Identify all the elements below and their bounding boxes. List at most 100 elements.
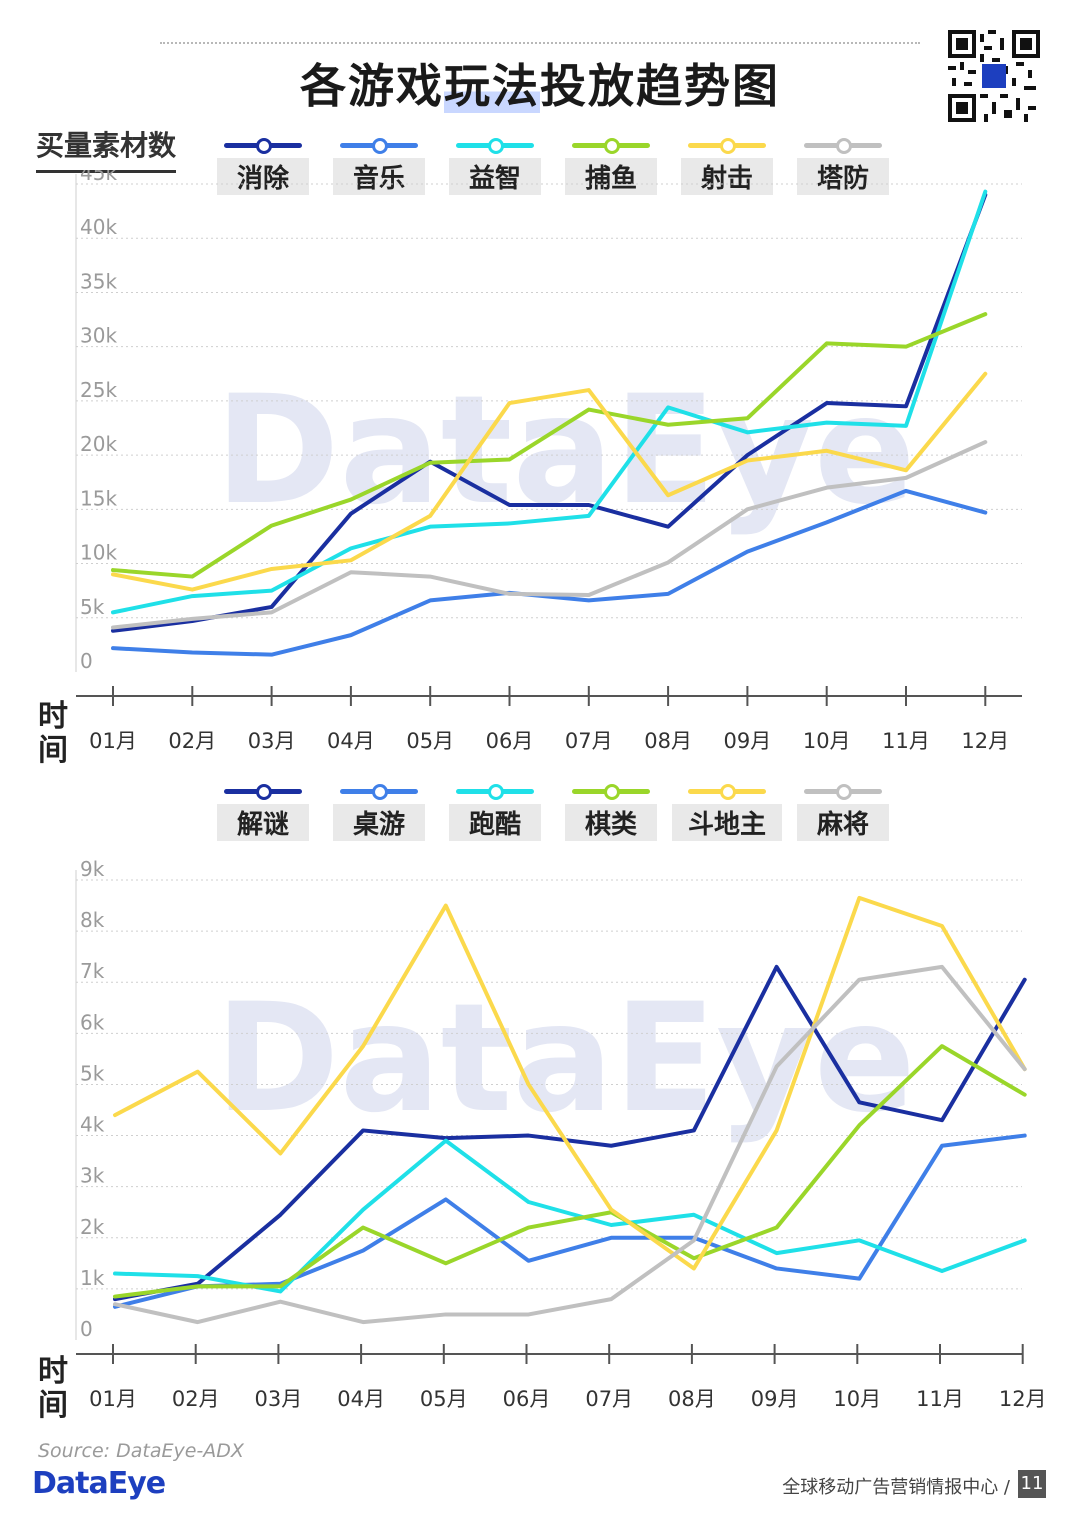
x-tick-label: 12月 [999, 1387, 1047, 1411]
x-tick-label: 08月 [644, 729, 692, 753]
legend-label: 益智 [449, 158, 541, 195]
series-line-解谜 [113, 964, 1027, 1302]
legend-bottom: 解谜 桌游 跑酷 棋类 斗地主 麻将 [205, 782, 925, 841]
y-tick-label: 1k [80, 1266, 105, 1290]
y-tick-label: 7k [80, 959, 105, 983]
y-tick-label: 2k [80, 1215, 105, 1239]
x-tick-label: 06月 [503, 1387, 551, 1411]
x-tick-label: 02月 [172, 1387, 220, 1411]
series-line-跑酷 [113, 1138, 1027, 1294]
legend-label: 斗地主 [671, 804, 782, 841]
title-prefix: 各游戏 [300, 59, 444, 113]
legend-label: 跑酷 [449, 804, 541, 841]
x-tick-label: 05月 [406, 729, 454, 753]
time-label-top: 时间 [38, 699, 68, 768]
x-tick-label: 03月 [255, 1387, 303, 1411]
x-tick-label: 05月 [420, 1387, 468, 1411]
series-line-桌游 [113, 1133, 1027, 1309]
time-label-bottom: 时间 [38, 1354, 68, 1423]
x-tick-label: 08月 [668, 1387, 716, 1411]
legend-swatch [804, 782, 882, 800]
x-tick-label: 01月 [89, 1387, 137, 1411]
y-tick-label: 0 [80, 1317, 93, 1341]
legend-label: 捕鱼 [565, 158, 657, 195]
legend-item: 斗地主 [669, 782, 785, 841]
x-tick-label: 10月 [803, 729, 851, 753]
legend-swatch [804, 136, 882, 154]
x-tick-label: 06月 [486, 729, 534, 753]
series-line-射击 [111, 371, 988, 592]
legend-label: 桌游 [333, 804, 425, 841]
brand-logo: DataEye [32, 1466, 166, 1501]
metric-label: 买量素材数 [36, 124, 177, 173]
legend-swatch [688, 136, 766, 154]
legend-swatch [572, 136, 650, 154]
series-line-斗地主 [113, 895, 1027, 1271]
legend-item: 益智 [437, 136, 553, 195]
y-tick-label: 0 [80, 649, 93, 673]
x-tick-label: 07月 [565, 729, 613, 753]
legend-item: 桌游 [321, 782, 437, 841]
qr-code-icon[interactable] [948, 30, 1040, 122]
series-line-麻将 [113, 964, 1027, 1325]
page-number: 11 [1018, 1470, 1046, 1498]
y-tick-label: 25k [80, 378, 117, 402]
title-divider [160, 42, 920, 44]
x-tick-label: 10月 [833, 1387, 881, 1411]
series-line-棋类 [113, 1044, 1027, 1299]
legend-label: 音乐 [333, 158, 425, 195]
legend-item: 棋类 [553, 782, 669, 841]
legend-label: 解谜 [217, 804, 309, 841]
legend-item: 音乐 [321, 136, 437, 195]
chart-bottom: DataEye 0 1k 2k 3k 4k 5k 6k 7k 8k 9k 01月 02月 03月 04月… [75, 857, 1047, 1411]
x-tick-label: 09月 [724, 729, 772, 753]
legend-swatch [688, 782, 766, 800]
legend-label: 棋类 [565, 804, 657, 841]
y-tick-label: 10k [80, 541, 117, 565]
y-tick-label: 5k [80, 1061, 105, 1085]
title-suffix: 投放趋势图 [540, 59, 780, 113]
x-tick-label: 04月 [337, 1387, 385, 1411]
legend-swatch [572, 782, 650, 800]
series-line-益智 [111, 189, 988, 615]
legend-swatch [456, 782, 534, 800]
y-tick-label: 45k [80, 170, 117, 185]
y-tick-label: 40k [80, 215, 117, 239]
series-line-音乐 [111, 488, 988, 657]
legend-label: 射击 [681, 158, 773, 195]
title-highlight: 玩法 [444, 59, 540, 113]
legend-swatch [224, 782, 302, 800]
legend-item: 解谜 [205, 782, 321, 841]
y-tick-label: 5k [80, 595, 105, 619]
legend-swatch [224, 136, 302, 154]
y-tick-label: 15k [80, 486, 117, 510]
legend-label: 麻将 [797, 804, 889, 841]
y-tick-label: 35k [80, 269, 117, 293]
legend-item: 消除 [205, 136, 321, 195]
x-tick-label: 07月 [585, 1387, 633, 1411]
x-tick-label: 02月 [168, 729, 216, 753]
legend-item: 捕鱼 [553, 136, 669, 195]
legend-top: 消除 音乐 益智 捕鱼 射击 塔防 [205, 136, 925, 195]
legend-item: 塔防 [785, 136, 901, 195]
legend-item: 麻将 [785, 782, 901, 841]
source-note: Source: DataEye-ADX [38, 1440, 244, 1462]
y-tick-label: 8k [80, 908, 105, 932]
legend-swatch [340, 782, 418, 800]
x-tick-label: 11月 [882, 729, 930, 753]
legend-label: 塔防 [797, 158, 889, 195]
legend-item: 跑酷 [437, 782, 553, 841]
y-tick-label: 4k [80, 1113, 105, 1137]
series-line-消除 [111, 192, 988, 633]
y-tick-label: 6k [80, 1010, 105, 1034]
legend-item: 射击 [669, 136, 785, 195]
y-tick-label: 3k [80, 1164, 105, 1188]
legend-label: 消除 [217, 158, 309, 195]
y-tick-label: 30k [80, 324, 117, 348]
series-line-捕鱼 [111, 312, 988, 579]
x-tick-label: 04月 [327, 729, 375, 753]
x-tick-label: 12月 [961, 729, 1009, 753]
series-line-塔防 [111, 440, 988, 630]
y-tick-label: 20k [80, 432, 117, 456]
